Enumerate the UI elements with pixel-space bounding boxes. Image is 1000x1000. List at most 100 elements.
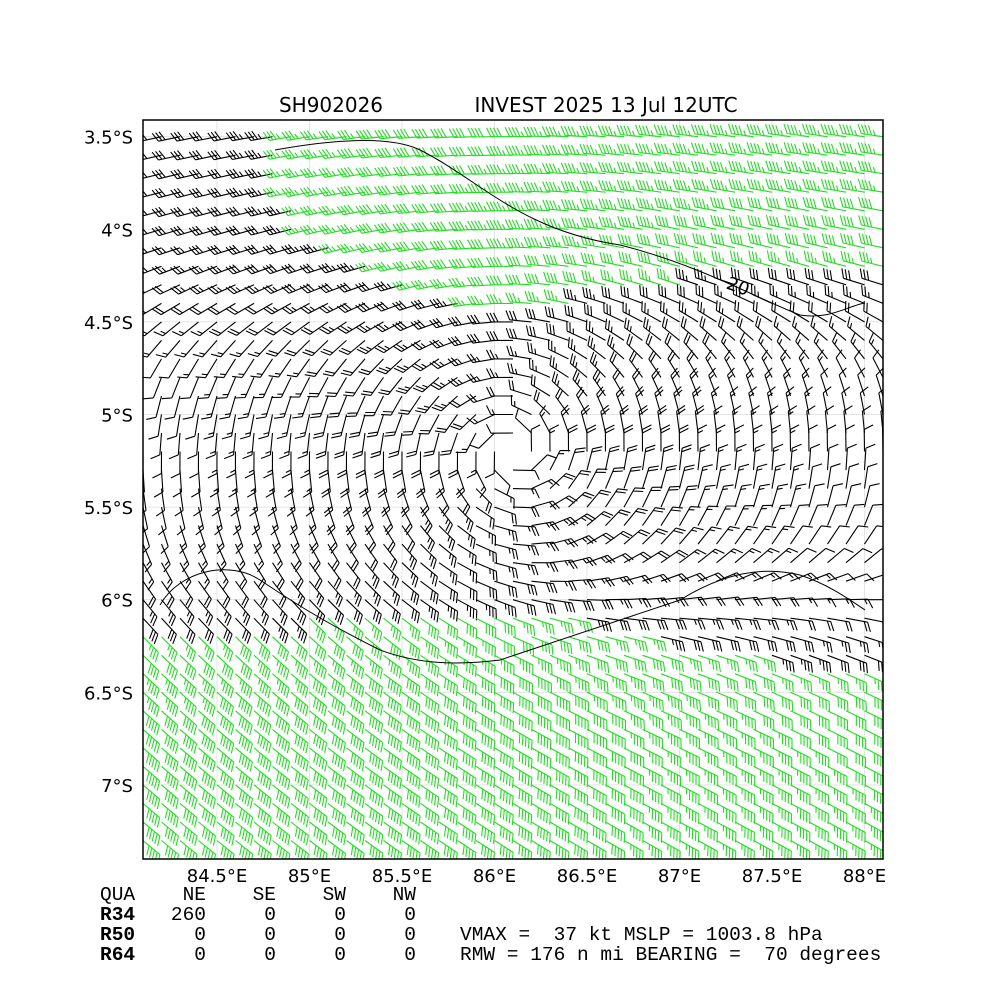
wind-barb bbox=[290, 691, 309, 717]
wind-barb bbox=[383, 840, 403, 859]
wind-barb bbox=[841, 268, 865, 286]
wind-barb bbox=[309, 562, 323, 590]
wind-barb bbox=[863, 463, 878, 489]
wind-barb bbox=[420, 765, 440, 789]
wind-barb bbox=[262, 263, 292, 275]
wind-barb bbox=[244, 206, 273, 217]
wind-barb bbox=[366, 414, 385, 438]
wind-barb bbox=[691, 196, 717, 212]
wind-barb bbox=[272, 821, 291, 846]
wind-barb bbox=[331, 414, 348, 439]
wind-barb bbox=[290, 599, 307, 626]
wind-barb bbox=[784, 196, 810, 212]
wind-barb bbox=[420, 580, 439, 605]
wind-barb bbox=[845, 525, 869, 545]
wind-barb bbox=[410, 339, 440, 351]
wind-barb bbox=[626, 333, 643, 360]
wind-barb bbox=[808, 802, 829, 824]
wind-barb bbox=[188, 265, 218, 275]
wind-barb bbox=[601, 286, 625, 304]
wind-barb bbox=[504, 182, 532, 193]
wind-barb bbox=[512, 821, 533, 844]
wind-barb bbox=[235, 580, 249, 609]
wind-barb bbox=[808, 483, 825, 508]
wind-barb bbox=[207, 265, 236, 275]
wind-barb bbox=[392, 147, 421, 158]
wind-barb bbox=[657, 404, 667, 434]
wind-barb bbox=[411, 240, 440, 252]
wind-barb bbox=[429, 259, 458, 270]
wind-barb bbox=[660, 840, 681, 859]
wind-barb bbox=[143, 358, 162, 379]
wind-barb bbox=[438, 821, 458, 845]
wind-barb bbox=[715, 484, 734, 508]
wind-barb bbox=[429, 240, 458, 251]
wind-barb bbox=[679, 710, 701, 730]
wind-barb bbox=[845, 710, 867, 731]
wind-barb bbox=[336, 282, 366, 293]
wind-barb bbox=[560, 180, 588, 193]
wind-barb bbox=[654, 386, 664, 415]
wind-barb bbox=[635, 142, 662, 156]
wind-barb bbox=[771, 840, 792, 859]
wind-barb bbox=[143, 340, 162, 358]
wind-barb bbox=[234, 525, 244, 554]
wind-barb bbox=[531, 599, 557, 615]
wind-barb bbox=[265, 340, 292, 357]
wind-barb bbox=[161, 802, 179, 828]
wind-barb bbox=[841, 386, 851, 415]
wind-barb bbox=[336, 243, 366, 254]
wind-barb bbox=[637, 268, 662, 286]
wind-barb bbox=[151, 265, 181, 275]
wind-barb bbox=[438, 765, 458, 789]
wind-barb bbox=[827, 547, 854, 564]
wind-barb bbox=[326, 506, 336, 536]
wind-barb bbox=[660, 573, 690, 583]
wind-barb bbox=[447, 316, 477, 327]
wind-barb bbox=[383, 617, 402, 642]
wind-barb bbox=[253, 710, 272, 736]
wind-barb bbox=[244, 264, 273, 275]
wind-barb bbox=[299, 224, 329, 235]
wind-barb bbox=[771, 525, 795, 545]
wind-barb bbox=[541, 126, 569, 138]
wind-barb bbox=[734, 673, 758, 692]
wind-barb bbox=[505, 292, 532, 304]
wind-barb bbox=[466, 451, 477, 479]
wind-barb bbox=[697, 548, 725, 564]
wind-barb bbox=[568, 578, 597, 589]
wind-barb bbox=[539, 405, 551, 434]
wind-barb bbox=[715, 424, 726, 452]
wind-barb bbox=[438, 840, 458, 859]
wind-barb bbox=[411, 147, 440, 158]
wind-barb bbox=[438, 506, 453, 534]
wind-barb bbox=[383, 710, 402, 734]
wind-barb bbox=[216, 377, 237, 399]
wind-barb bbox=[726, 367, 736, 397]
wind-barb bbox=[327, 562, 342, 590]
wind-barb bbox=[732, 405, 742, 434]
wind-barb bbox=[438, 580, 459, 604]
wind-barb bbox=[374, 451, 385, 479]
wind-barb bbox=[467, 239, 495, 250]
wind-barb bbox=[207, 244, 236, 256]
wind-barb bbox=[504, 219, 532, 230]
wind-barb bbox=[155, 340, 181, 358]
wind-barb bbox=[808, 821, 829, 843]
wind-barb bbox=[272, 802, 291, 828]
wind-barb bbox=[697, 728, 719, 749]
wind-barb bbox=[623, 710, 645, 731]
wind-barb bbox=[619, 268, 643, 286]
wind-barb bbox=[766, 386, 776, 415]
wind-barb bbox=[747, 232, 773, 249]
wind-barb bbox=[475, 636, 496, 658]
wind-barb bbox=[660, 710, 683, 731]
wind-barb bbox=[457, 617, 478, 640]
wind-barb bbox=[253, 654, 271, 680]
wind-barb bbox=[299, 302, 329, 314]
wind-barb bbox=[512, 802, 533, 825]
wind-barb bbox=[858, 196, 883, 212]
wind-barb bbox=[363, 395, 384, 417]
wind-barb bbox=[179, 636, 197, 662]
wind-barb bbox=[235, 673, 253, 699]
